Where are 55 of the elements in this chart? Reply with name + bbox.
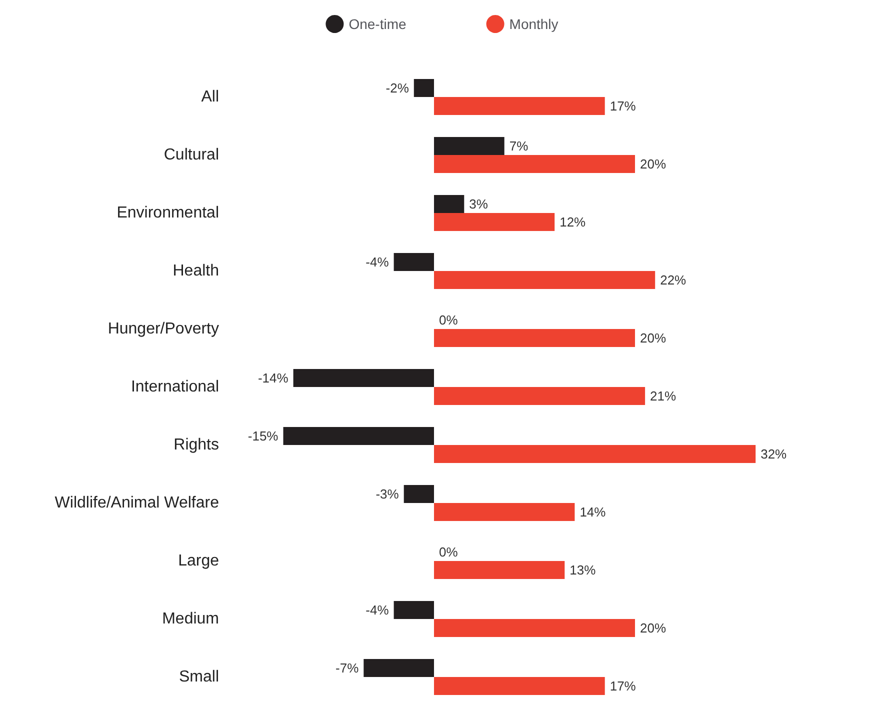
y-tick-label: Cultural xyxy=(164,146,219,164)
data-label: 0% xyxy=(439,312,458,328)
bar xyxy=(394,253,434,271)
bar xyxy=(434,155,635,173)
bar xyxy=(404,485,434,503)
bar xyxy=(364,659,434,677)
bar xyxy=(434,329,635,347)
data-label: 22% xyxy=(660,272,687,288)
y-tick-label: Small xyxy=(178,668,219,686)
y-tick-label: Health xyxy=(172,262,219,280)
data-label: 7% xyxy=(509,138,529,154)
bar xyxy=(293,369,434,387)
data-label: 12% xyxy=(560,214,586,230)
y-tick-label: Environmental xyxy=(116,204,219,222)
data-label: 17% xyxy=(610,98,636,114)
y-tick-label: Large xyxy=(178,552,220,570)
bar xyxy=(434,387,646,405)
bar xyxy=(414,79,434,97)
bar xyxy=(434,561,565,579)
bar xyxy=(434,271,656,289)
y-tick-label: All xyxy=(201,88,219,106)
y-tick-label: International xyxy=(130,378,219,396)
bar xyxy=(434,445,756,463)
data-label: 17% xyxy=(610,678,636,694)
data-label: 20% xyxy=(640,156,666,172)
bar xyxy=(394,601,434,619)
data-label: -7% xyxy=(336,660,360,676)
data-label: 0% xyxy=(439,544,458,560)
data-label: 3% xyxy=(469,196,488,212)
data-label: 14% xyxy=(580,504,606,520)
bar xyxy=(434,97,605,115)
data-label: 20% xyxy=(640,330,666,346)
y-tick-label: Hunger/Poverty xyxy=(108,320,219,338)
legend-label: Monthly xyxy=(509,16,558,32)
data-label: -2% xyxy=(386,80,410,96)
y-tick-label: Medium xyxy=(162,610,219,628)
bar xyxy=(434,503,575,521)
data-label: 21% xyxy=(650,388,677,404)
bar xyxy=(434,677,605,695)
data-label: -14% xyxy=(258,370,289,386)
data-label: 32% xyxy=(760,446,788,462)
data-label: 20% xyxy=(640,620,666,636)
legend-label: One-time xyxy=(348,16,406,32)
data-label: 13% xyxy=(570,562,596,578)
bar xyxy=(283,427,434,445)
data-label: -15% xyxy=(248,428,279,444)
data-label: -3% xyxy=(376,486,400,502)
bar xyxy=(434,195,464,213)
y-tick-label: Wildlife/Animal Welfare xyxy=(54,494,220,512)
bar xyxy=(434,137,504,155)
data-label: -4% xyxy=(366,254,390,270)
y-tick-label: Rights xyxy=(174,436,219,454)
bar xyxy=(434,619,635,637)
bar xyxy=(434,213,555,231)
data-label: -4% xyxy=(366,602,390,618)
